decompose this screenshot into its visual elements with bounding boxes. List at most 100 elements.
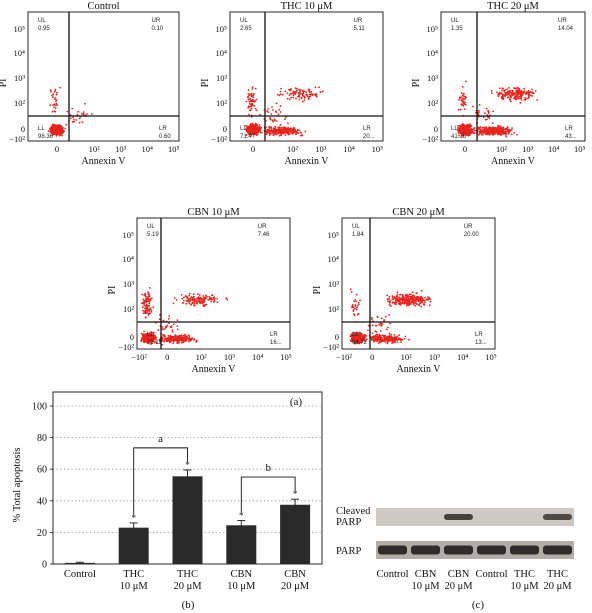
dot-ur bbox=[311, 94, 314, 96]
dot-ul bbox=[352, 310, 355, 313]
dot-ul bbox=[457, 108, 460, 111]
dot-ll bbox=[258, 124, 261, 126]
dot-ll bbox=[63, 130, 65, 133]
dot-ul bbox=[148, 304, 151, 307]
dot-lr bbox=[398, 334, 400, 337]
blot-band bbox=[542, 514, 573, 520]
dot-lr bbox=[165, 338, 167, 340]
quadrant-value-lr: 20... bbox=[363, 134, 375, 140]
dot-ul bbox=[53, 91, 56, 93]
dot-ur bbox=[414, 302, 417, 305]
dot-ur bbox=[319, 91, 322, 93]
dot-lr bbox=[384, 341, 387, 344]
dot-ur bbox=[195, 299, 197, 302]
dot-lr bbox=[497, 125, 499, 128]
dot-ll bbox=[245, 134, 248, 137]
dot-scatter bbox=[491, 122, 494, 124]
category-label: 20 μM bbox=[281, 581, 310, 592]
dot-ur bbox=[187, 300, 190, 303]
dot-ur bbox=[298, 98, 301, 101]
dot-ur bbox=[520, 92, 522, 94]
dot-ur bbox=[305, 91, 308, 94]
quadrant-value-ll: 98.36 bbox=[38, 134, 54, 140]
dot-ur bbox=[491, 92, 493, 95]
dot-scatter bbox=[478, 104, 481, 106]
dot-scatter bbox=[171, 331, 174, 333]
dot-ul bbox=[252, 98, 254, 101]
quadrant-value-ll: 71.11 bbox=[147, 340, 162, 346]
lane-label: THC bbox=[547, 569, 568, 580]
dot-ul bbox=[249, 97, 252, 100]
dot-scatter bbox=[158, 318, 161, 321]
dot-ur bbox=[509, 94, 512, 97]
dot-ul bbox=[49, 104, 52, 107]
y-tick-label: 60 bbox=[37, 465, 47, 476]
dot-ur bbox=[300, 96, 303, 99]
dot-ur bbox=[424, 296, 426, 299]
flow-panel-title: Control bbox=[87, 1, 119, 12]
category-label: 20 μM bbox=[173, 581, 202, 592]
dot-ul bbox=[54, 88, 57, 91]
dot-lr bbox=[181, 339, 184, 342]
dot-lr bbox=[516, 133, 518, 136]
dot-lr bbox=[380, 340, 383, 343]
dot-ur bbox=[225, 297, 228, 300]
dot-ur bbox=[397, 300, 400, 303]
dot-ur bbox=[404, 301, 407, 303]
dot-ul bbox=[144, 316, 147, 319]
dot-ur bbox=[388, 295, 391, 298]
dot-lr bbox=[481, 127, 484, 129]
dot-ur bbox=[509, 96, 512, 99]
dot-ur bbox=[396, 291, 399, 294]
lane-label: 10 μM bbox=[510, 581, 539, 592]
dot-scatter bbox=[157, 329, 160, 331]
dot-ll bbox=[144, 336, 147, 339]
dot-ur bbox=[499, 87, 501, 90]
dot-ll bbox=[249, 127, 252, 129]
dot-ur bbox=[516, 86, 519, 89]
dot-scatter bbox=[269, 117, 272, 120]
x-axis-label: Annexin V bbox=[285, 156, 330, 167]
dot-lr bbox=[173, 337, 176, 340]
dot-ll bbox=[61, 127, 64, 130]
dot-lr bbox=[502, 131, 505, 134]
dot-ur bbox=[181, 302, 184, 304]
x-axis-label: Annexin V bbox=[82, 156, 127, 167]
dot-ur bbox=[524, 92, 527, 95]
lane-label: CBN bbox=[448, 569, 470, 580]
dot-lr bbox=[179, 335, 182, 337]
blot-row-label: PARP bbox=[336, 546, 361, 557]
dot-ll bbox=[142, 338, 145, 340]
y-tick-label: 10³ bbox=[14, 73, 26, 83]
dot-ul bbox=[149, 287, 151, 289]
x-tick-label: 10⁴ bbox=[252, 352, 264, 362]
quadrant-name-ul: UL bbox=[352, 224, 360, 230]
dot-ul bbox=[250, 107, 253, 110]
category-label: CBN bbox=[231, 569, 253, 580]
dot-ur bbox=[396, 293, 399, 296]
quadrant-value-ur: 0.10 bbox=[152, 26, 164, 32]
dot-ur bbox=[429, 300, 432, 303]
dot-lr bbox=[390, 336, 393, 339]
dot-lr bbox=[499, 127, 502, 130]
dot-lr bbox=[300, 134, 302, 137]
dot-ul bbox=[143, 294, 146, 296]
dot-ul bbox=[253, 100, 256, 103]
dot-ur bbox=[510, 93, 513, 96]
dot-lr bbox=[258, 128, 260, 131]
dot-scatter bbox=[385, 328, 388, 331]
dot-lr bbox=[498, 129, 500, 132]
dot-ll bbox=[59, 127, 61, 130]
dot-ul bbox=[145, 299, 147, 301]
dot-ll bbox=[363, 333, 366, 336]
dot-ul bbox=[357, 312, 360, 315]
dot-lr bbox=[491, 133, 494, 136]
dot-ur bbox=[396, 298, 399, 300]
dot-scatter bbox=[275, 120, 278, 122]
y-tick-label: 10⁴ bbox=[216, 48, 228, 58]
dot-scatter bbox=[255, 109, 258, 112]
dot-lr bbox=[484, 127, 486, 130]
dot-lr bbox=[382, 339, 385, 341]
dot-lr bbox=[403, 338, 406, 340]
dot-scatter bbox=[484, 112, 486, 115]
